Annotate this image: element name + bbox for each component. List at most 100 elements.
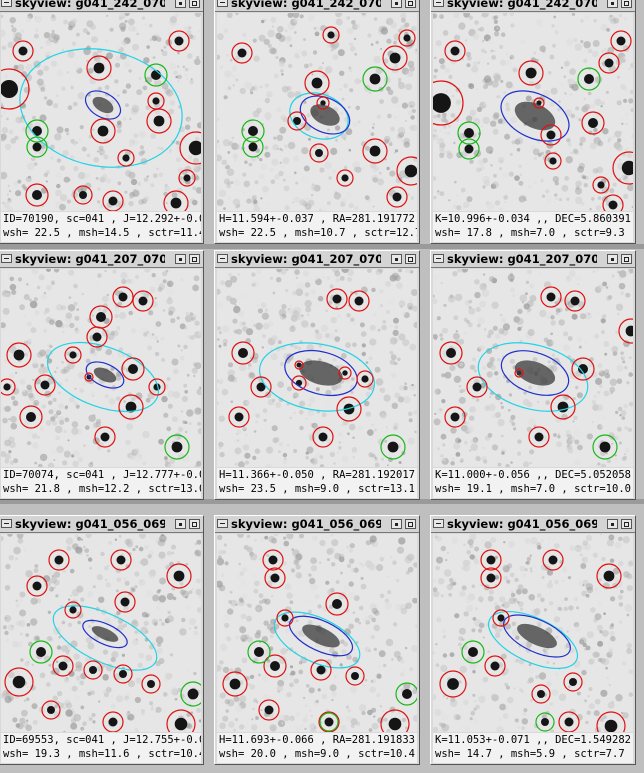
skyview-window[interactable]: skyview: g041_207_0700 [0,250,204,500]
star-blob [187,688,199,700]
source-circle [163,190,189,211]
minimize-icon[interactable] [607,0,618,8]
noise-speck [250,91,254,95]
window-menu-icon[interactable] [1,254,12,263]
window-titlebar[interactable]: skyview: g041_056_0695 [215,516,419,533]
noise-speck [514,175,520,181]
window-titlebar[interactable]: skyview: g041_207_0700 [215,251,419,268]
minimize-icon[interactable] [391,0,402,8]
noise-speck [620,589,624,594]
noise-speck [68,296,72,299]
sky-image[interactable] [1,534,201,732]
minimize-icon[interactable] [607,254,618,264]
noise-speck [148,570,156,579]
sky-image[interactable] [217,269,417,467]
sky-image[interactable] [433,13,633,211]
window-titlebar[interactable]: skyview: g041_056_0695 [431,516,635,533]
noise-speck [483,179,491,187]
minimize-icon[interactable] [175,519,186,529]
skyview-window[interactable]: skyview: g041_207_0700 [214,250,420,500]
noise-speck [37,69,44,76]
window-titlebar[interactable]: skyview: g041_207_0700 [431,251,635,268]
minimize-icon[interactable] [391,519,402,529]
maximize-icon[interactable] [621,0,632,8]
photometry-info: K=10.996+-0.034 ,, DEC=5.860391 wsh= 17.… [433,212,633,242]
sky-image[interactable] [433,534,633,732]
window-titlebar[interactable]: skyview: g041_242_070 [215,0,419,12]
window-menu-icon[interactable] [433,254,444,263]
noise-speck [449,294,454,299]
minimize-icon[interactable] [175,254,186,264]
noise-speck [135,297,139,301]
source-circle [304,70,330,96]
sky-image[interactable] [1,269,201,467]
window-titlebar[interactable]: skyview: g041_207_0700 [0,251,203,268]
noise-speck [567,78,575,87]
sky-image[interactable] [433,269,633,467]
noise-speck [26,697,30,701]
noise-speck [405,83,413,91]
star-blob [369,145,381,157]
noise-speck [285,623,287,626]
noise-speck [541,194,546,198]
noise-speck [330,49,334,52]
noise-speck [379,304,383,308]
noise-speck [15,371,18,374]
noise-speck [384,430,389,434]
star-blob [486,555,496,565]
window-titlebar[interactable]: skyview: g041_056_0695 [0,516,203,533]
sky-image[interactable] [217,534,417,732]
maximize-icon[interactable] [621,519,632,529]
noise-speck [487,432,493,438]
maximize-icon[interactable] [189,0,200,8]
skyview-window[interactable]: skyview: g041_056_0695 [214,515,420,765]
noise-speck [490,164,493,167]
noise-speck [72,543,79,550]
noise-speck [332,358,337,362]
skyview-window[interactable]: skyview: g041_207_0700 K=1 [430,250,636,500]
noise-speck [411,192,417,199]
info-line-2: wsh= 22.5 , msh=10.7 , sctr=12.7 [219,227,417,239]
sky-image[interactable] [217,13,417,211]
noise-speck [407,110,413,116]
window-menu-icon[interactable] [217,519,228,528]
window-menu-icon[interactable] [433,0,444,7]
skyview-window[interactable]: skyview: g041_056_0695 [430,515,636,765]
noise-speck [335,580,340,584]
noise-speck [626,613,630,617]
source-circle [12,40,34,62]
maximize-icon[interactable] [621,254,632,264]
skyview-window[interactable]: skyview: g041_242_070 [214,0,420,244]
maximize-icon[interactable] [405,0,416,8]
noise-speck [260,709,263,711]
noise-speck [261,636,269,643]
window-menu-icon[interactable] [1,0,12,7]
noise-speck [540,539,544,542]
noise-speck [461,638,465,641]
maximize-icon[interactable] [405,519,416,529]
minimize-icon[interactable] [607,519,618,529]
window-titlebar[interactable]: skyview: g041_242_070 [431,0,635,12]
noise-speck [453,204,458,210]
noise-speck [338,364,344,370]
noise-speck [88,414,96,422]
noise-speck [628,669,633,675]
noise-speck [516,451,522,456]
window-menu-icon[interactable] [1,519,12,528]
skyview-window[interactable]: skyview: g041_056_0695 [0,515,204,765]
skyview-window[interactable]: skyview: g041_242_070 [430,0,636,244]
minimize-icon[interactable] [391,254,402,264]
sky-image[interactable] [1,13,201,211]
skyview-window[interactable]: skyview: g041_242_070 [0,0,204,244]
minimize-icon[interactable] [175,0,186,8]
window-menu-icon[interactable] [433,519,444,528]
noise-speck [165,565,170,570]
maximize-icon[interactable] [189,254,200,264]
noise-speck [409,383,417,391]
window-titlebar[interactable]: skyview: g041_242_070 [0,0,203,12]
maximize-icon[interactable] [189,519,200,529]
noise-speck [341,269,349,273]
window-menu-icon[interactable] [217,254,228,263]
window-menu-icon[interactable] [217,0,228,7]
maximize-icon[interactable] [405,254,416,264]
